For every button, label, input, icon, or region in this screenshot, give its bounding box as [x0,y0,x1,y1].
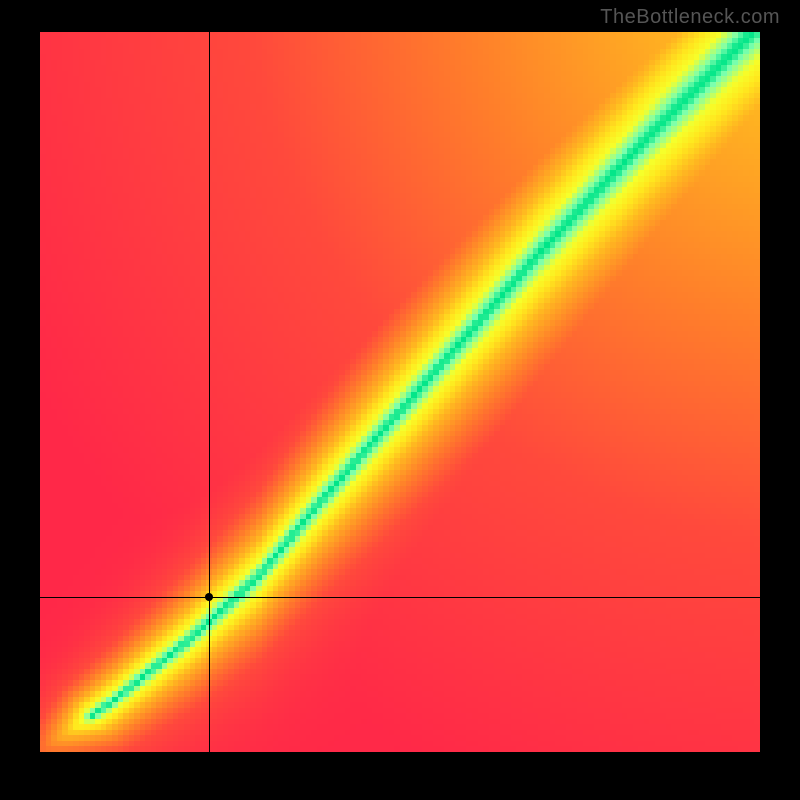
heatmap-plot [40,32,760,752]
heatmap-canvas [40,32,760,752]
crosshair-horizontal [40,597,760,598]
watermark-text: TheBottleneck.com [600,6,780,29]
crosshair-vertical [209,32,210,752]
marker-point [205,593,213,601]
